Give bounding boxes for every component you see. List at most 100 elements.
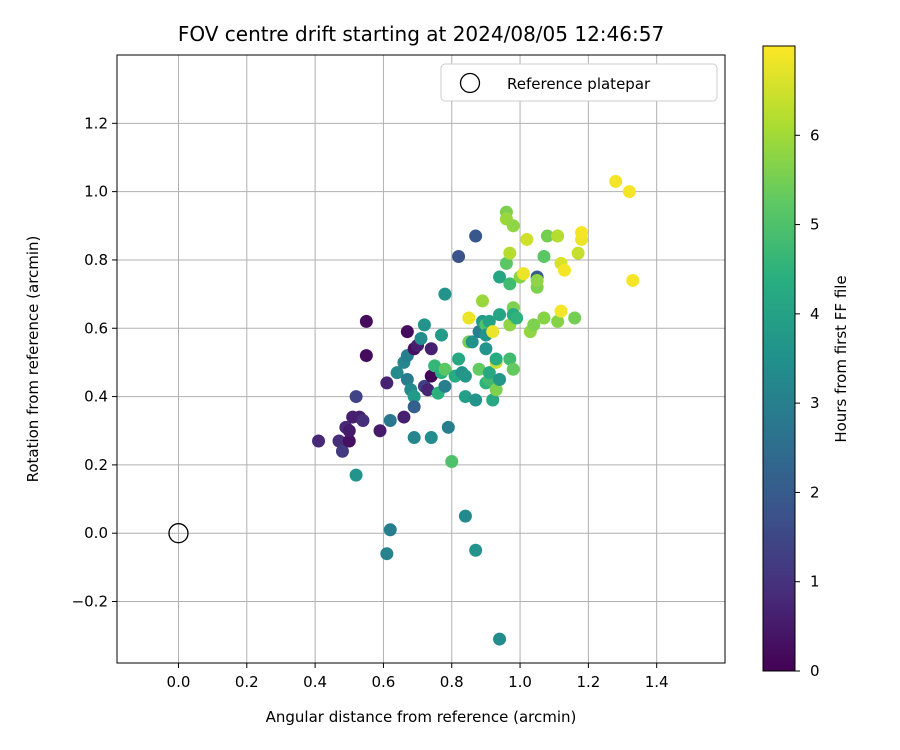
data-point — [506, 219, 520, 233]
data-points — [312, 174, 640, 646]
data-point — [438, 287, 452, 301]
data-point — [537, 250, 551, 264]
data-point — [342, 424, 356, 438]
reference-platepar-marker — [168, 523, 189, 544]
y-tick-label: −0.2 — [72, 593, 108, 611]
x-tick-label: 0.6 — [371, 673, 395, 691]
data-point — [380, 547, 394, 561]
data-point — [373, 424, 387, 438]
colorbar-frame — [762, 45, 796, 672]
data-point — [383, 413, 397, 427]
data-point — [551, 229, 565, 243]
data-point — [452, 250, 466, 264]
data-point — [349, 390, 363, 404]
data-point — [489, 352, 503, 366]
colorbar-tick-label: 5 — [810, 216, 820, 234]
data-point — [424, 342, 438, 356]
data-point — [407, 400, 421, 414]
x-axis-ticks: 0.0 0.2 0.4 0.6 0.8 1.0 1.2 1.4 — [167, 663, 669, 691]
x-tick-label: 1.4 — [645, 673, 669, 691]
data-point — [462, 311, 476, 325]
data-point — [626, 273, 640, 287]
data-point — [335, 444, 349, 458]
data-point — [359, 349, 373, 363]
data-point — [486, 325, 500, 339]
x-tick-label: 1.2 — [576, 673, 600, 691]
data-point — [421, 383, 435, 397]
data-point — [400, 372, 414, 386]
data-point — [469, 393, 483, 407]
data-point — [493, 632, 507, 646]
legend-open-circle-icon — [459, 72, 481, 94]
data-point — [458, 509, 472, 523]
data-point — [465, 335, 479, 349]
data-point — [506, 362, 520, 376]
data-point — [571, 246, 585, 260]
grid-lines — [117, 55, 725, 663]
data-point — [472, 362, 486, 376]
y-tick-label: 0.2 — [84, 456, 108, 474]
data-point — [312, 434, 326, 448]
x-tick-label: 0.8 — [440, 673, 464, 691]
x-tick-label: 1.0 — [508, 673, 532, 691]
data-point — [356, 413, 370, 427]
data-point — [554, 304, 568, 318]
data-point — [424, 431, 438, 445]
data-point — [489, 383, 503, 397]
data-point — [503, 246, 517, 260]
y-tick-label: 1.2 — [84, 114, 108, 132]
y-axis-label: Rotation from reference (arcmin) — [24, 236, 42, 483]
data-point — [414, 332, 428, 346]
data-point — [332, 434, 346, 448]
data-point — [400, 325, 414, 339]
data-point — [486, 393, 500, 407]
data-point — [452, 352, 466, 366]
data-point — [438, 379, 452, 393]
data-point — [622, 185, 636, 199]
data-point — [359, 314, 373, 328]
colorbar-tick-label: 2 — [810, 483, 820, 501]
data-point — [383, 523, 397, 537]
x-axis-label: Angular distance from reference (arcmin) — [266, 708, 577, 726]
data-point — [527, 318, 541, 332]
y-tick-label: 1.0 — [84, 183, 108, 201]
data-point — [469, 543, 483, 557]
x-tick-label: 0.4 — [303, 673, 327, 691]
data-point — [493, 308, 507, 322]
x-tick-label: 0.0 — [167, 673, 191, 691]
colorbar-tick-label: 3 — [810, 394, 820, 412]
y-tick-label: 0.8 — [84, 251, 108, 269]
data-point — [475, 294, 489, 308]
data-point — [551, 314, 565, 328]
data-point — [530, 273, 544, 287]
data-point — [342, 434, 356, 448]
legend-label: Reference platepar — [507, 75, 651, 93]
legend-box — [440, 63, 718, 102]
y-axis-ticks: −0.2 0.0 0.2 0.4 0.6 0.8 1.0 1.2 — [72, 114, 117, 611]
data-point — [493, 372, 507, 386]
y-tick-label: 0.6 — [84, 319, 108, 337]
colorbar-ticks: 0 1 2 3 4 5 6 — [795, 126, 820, 680]
chart-title: FOV centre drift starting at 2024/08/05 … — [178, 22, 664, 46]
data-point — [445, 454, 459, 468]
legend: Reference platepar — [440, 63, 718, 102]
data-point — [458, 390, 472, 404]
plot-frame — [116, 54, 726, 664]
data-point — [510, 311, 524, 325]
data-point — [493, 270, 507, 284]
data-point — [557, 263, 571, 277]
data-point — [482, 314, 496, 328]
data-point — [503, 352, 517, 366]
data-point — [390, 366, 404, 380]
colorbar-tick-label: 6 — [810, 126, 820, 144]
data-point — [609, 174, 623, 188]
data-point — [380, 376, 394, 390]
data-point — [482, 366, 496, 380]
colorbar: 0 1 2 3 4 5 6 Hours from first FF file — [762, 45, 850, 680]
data-point — [503, 277, 517, 291]
data-point — [441, 420, 455, 434]
data-point — [407, 431, 421, 445]
data-point — [479, 342, 493, 356]
colorbar-tick-label: 4 — [810, 305, 820, 323]
data-point — [537, 311, 551, 325]
